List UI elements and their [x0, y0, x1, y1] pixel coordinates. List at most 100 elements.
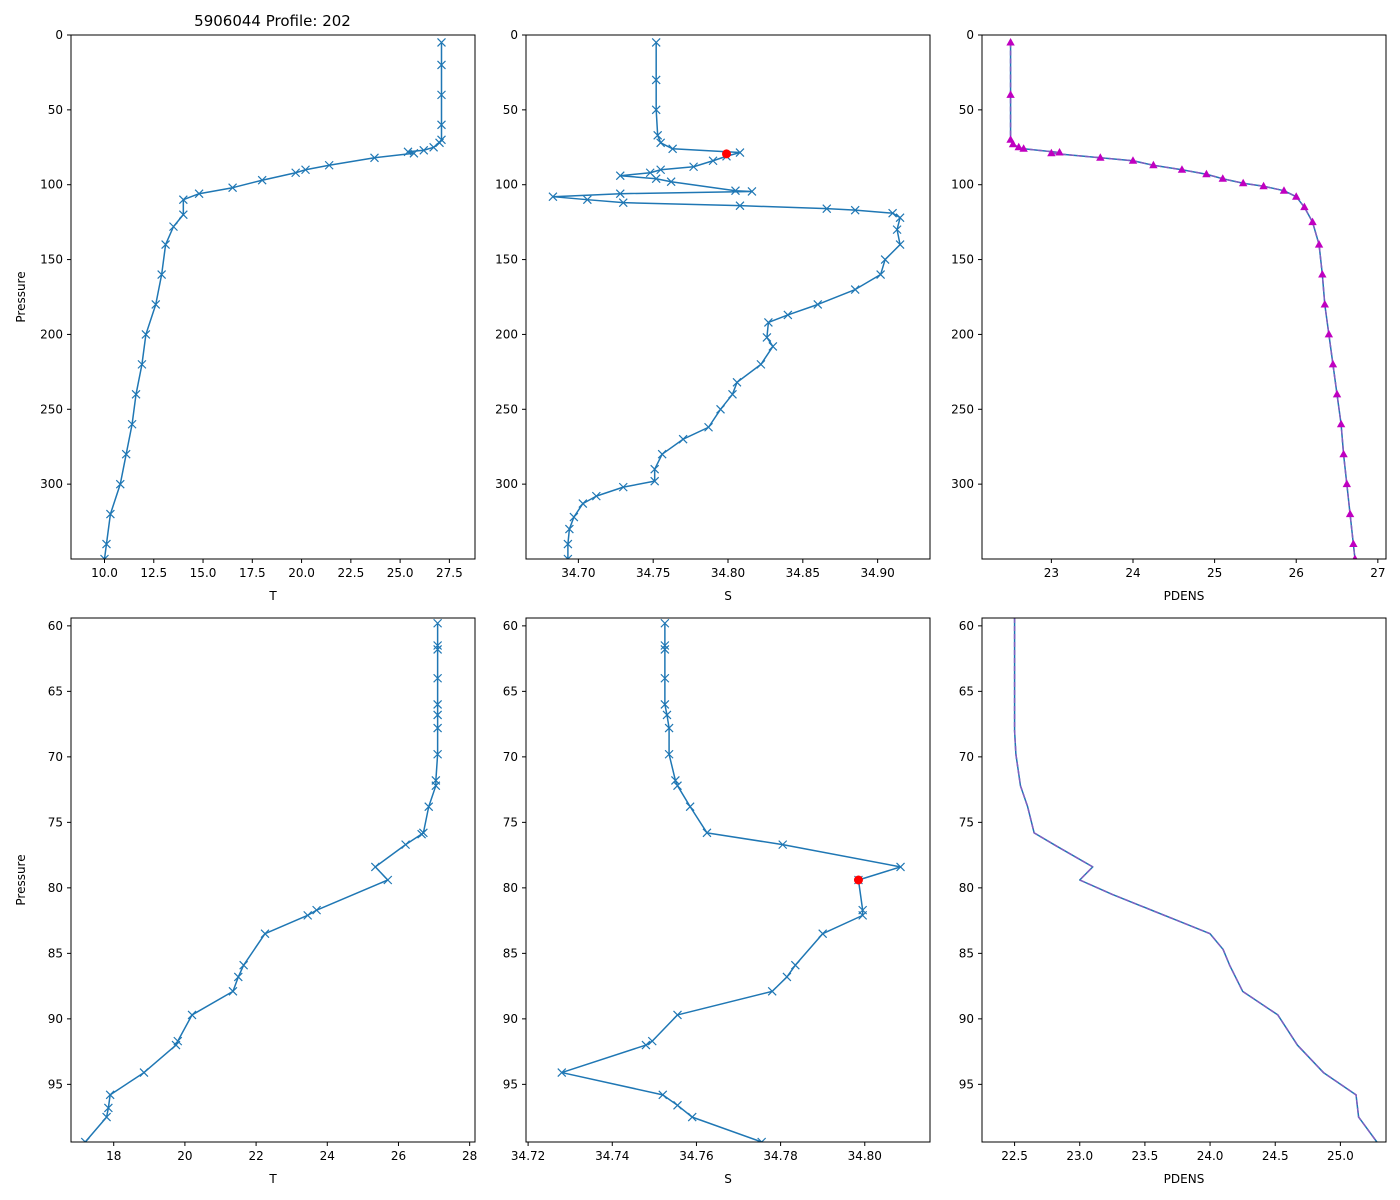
y-tick-label: 95 — [959, 1077, 974, 1091]
y-tick-label: 0 — [510, 28, 518, 42]
data-point-marker — [757, 1137, 767, 1142]
data-point-marker — [895, 240, 905, 250]
data-point-marker — [228, 183, 238, 193]
y-axis-label: Pressure — [14, 271, 28, 322]
data-point-marker — [433, 641, 443, 650]
data-point-marker — [818, 929, 828, 939]
data-point-marker — [1055, 148, 1064, 156]
y-tick-label: 85 — [503, 946, 518, 960]
data-point-marker — [768, 341, 778, 351]
axes-frame — [525, 34, 931, 560]
y-tick-label: 85 — [959, 946, 974, 960]
top-temperature-panel: 10.0 12.5 15.0 17.5 20.0 22.5 25.0 27.5 0 50 100 15… — [14, 28, 476, 603]
data-point-marker — [105, 1090, 115, 1100]
y-tick-label: 80 — [959, 881, 974, 895]
data-point-marker — [1128, 156, 1138, 164]
y-tick-label: 150 — [495, 253, 518, 267]
data-point-marker — [233, 972, 243, 982]
plot-area — [1006, 37, 1358, 559]
data-point-marker — [424, 802, 434, 812]
data-point-marker — [1328, 359, 1338, 368]
x-tick-label: 20.0 — [288, 566, 315, 580]
data-point-marker — [127, 419, 137, 429]
data-point-marker — [704, 422, 713, 432]
data-point-marker — [1300, 202, 1309, 211]
axes-frame — [981, 34, 1387, 560]
data-point-marker — [618, 482, 628, 492]
data-point-marker — [896, 862, 905, 872]
data-point-marker — [370, 153, 379, 163]
data-point-marker — [564, 524, 574, 534]
data-point-marker — [658, 1090, 668, 1100]
y-tick-label: 95 — [48, 1077, 63, 1091]
x-tick-label: 28 — [462, 1149, 477, 1163]
x-axis-label: PDENS — [1164, 1172, 1205, 1186]
data-point-marker — [433, 673, 443, 683]
data-point-marker — [169, 222, 178, 232]
bottom-temperature-panel: 18 20 22 24 26 28 60 65 70 75 80 85 90 95 T Pressure — [14, 617, 477, 1186]
data-point-marker — [417, 829, 427, 839]
axes-frame — [70, 617, 476, 1143]
data-point-marker — [790, 960, 800, 970]
data-point-marker — [557, 1068, 567, 1077]
profile-line — [1013, 618, 1378, 1142]
data-point-marker — [131, 389, 141, 399]
x-tick-label: 17.5 — [239, 566, 266, 580]
x-tick-label: 34.70 — [561, 566, 595, 580]
data-point-marker — [664, 749, 674, 759]
profile-line — [84, 623, 439, 1142]
data-point-marker — [813, 300, 823, 309]
data-point-marker — [618, 198, 628, 208]
data-point-marker — [615, 189, 625, 199]
data-point-marker — [324, 160, 334, 170]
y-tick-label: 60 — [959, 619, 974, 633]
y-tick-label: 200 — [495, 327, 518, 341]
data-point-marker — [301, 165, 310, 175]
y-tick-label: 300 — [40, 477, 63, 491]
data-point-marker — [689, 162, 699, 172]
data-point-marker — [401, 840, 411, 850]
y-tick-label: 50 — [959, 103, 974, 117]
data-point-marker — [1149, 160, 1158, 169]
x-tick-label: 34.85 — [786, 566, 820, 580]
data-point-marker — [1308, 217, 1317, 226]
data-point-marker — [1218, 174, 1227, 182]
data-point-marker — [578, 499, 588, 509]
data-point-marker — [858, 910, 868, 920]
data-point-marker — [437, 38, 446, 47]
y-tick-label: 75 — [503, 815, 518, 829]
data-point-marker — [260, 929, 270, 939]
data-point-marker — [1345, 509, 1355, 518]
data-point-marker — [103, 1103, 113, 1113]
data-point-marker — [102, 539, 111, 549]
data-point-marker — [651, 75, 661, 85]
y-tick-label: 100 — [40, 178, 63, 192]
data-point-marker — [291, 168, 301, 178]
data-point-marker — [1342, 479, 1352, 488]
profile-line — [103, 42, 443, 559]
y-tick-label: 60 — [503, 619, 518, 633]
data-point-marker — [437, 90, 446, 100]
data-point-marker — [121, 449, 131, 459]
data-point-marker — [433, 749, 443, 759]
data-point-marker — [139, 1068, 149, 1077]
data-point-marker — [822, 204, 832, 214]
x-axis-label: T — [268, 589, 277, 603]
y-axis-label: Pressure — [14, 854, 28, 905]
data-point-marker — [419, 145, 429, 155]
data-point-marker — [762, 332, 772, 342]
data-point-marker — [569, 512, 579, 522]
x-tick-label: 34.75 — [636, 566, 670, 580]
data-point-marker — [1047, 148, 1056, 157]
x-tick-label: 24.0 — [1197, 1149, 1224, 1163]
data-point-marker — [670, 776, 680, 785]
data-point-marker — [756, 359, 766, 369]
data-point-marker — [666, 177, 676, 187]
data-point-marker — [888, 208, 898, 218]
data-point-marker — [409, 148, 419, 158]
data-point-marker — [653, 130, 663, 140]
data-point-marker — [563, 554, 573, 559]
x-tick-label: 23.0 — [1066, 1149, 1093, 1163]
data-point-marker — [876, 270, 886, 279]
y-tick-label: 70 — [503, 750, 518, 764]
